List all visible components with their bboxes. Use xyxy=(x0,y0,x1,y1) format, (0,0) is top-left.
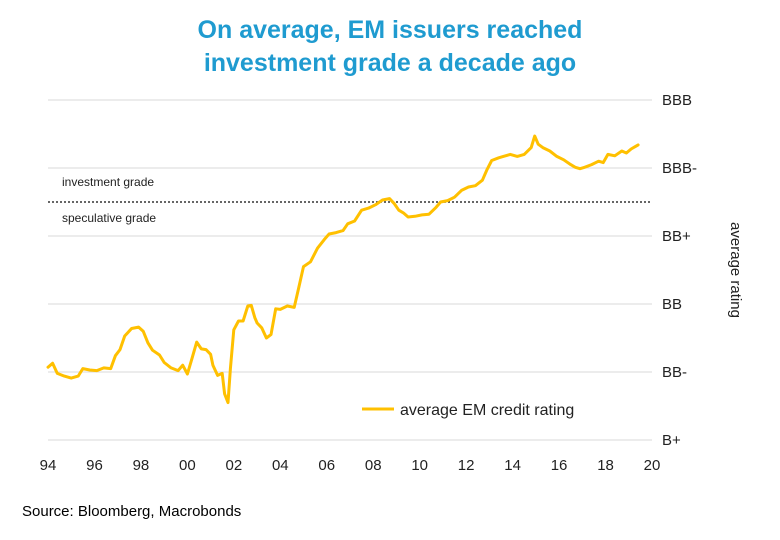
x-tick-label: 00 xyxy=(179,457,196,474)
source-note: Source: Bloomberg, Macrobonds xyxy=(22,503,242,520)
legend: average EM credit rating xyxy=(362,402,574,419)
investment-grade-label: investment grade xyxy=(62,175,154,189)
x-tick-label: 02 xyxy=(226,457,243,474)
x-tick-label: 18 xyxy=(597,457,614,474)
gridlines xyxy=(48,99,652,441)
x-tick-label: 10 xyxy=(411,457,428,474)
y-tick-label: BB xyxy=(662,296,682,313)
y-tick-label: BB+ xyxy=(662,228,691,245)
x-tick-label: 14 xyxy=(504,457,521,474)
x-tick-label: 04 xyxy=(272,457,289,474)
x-tick-label: 06 xyxy=(318,457,335,474)
y-tick-label: BBB- xyxy=(662,160,697,177)
x-tick-label: 96 xyxy=(86,457,103,474)
x-axis-ticks: 94 96 98 00 02 04 06 08 10 12 14 16 18 20 xyxy=(40,457,661,474)
legend-label: average EM credit rating xyxy=(400,402,574,419)
y-tick-label: B+ xyxy=(662,432,681,449)
series-line-average-em-credit-rating xyxy=(46,134,640,405)
y-tick-label: BBB xyxy=(662,92,692,109)
y-axis-ticks: B+ BB- BB BB+ BBB- BBB xyxy=(662,92,697,449)
x-tick-label: 98 xyxy=(133,457,150,474)
y-axis-label: average rating xyxy=(727,222,744,318)
chart-title-line-1: On average, EM issuers reached xyxy=(197,16,583,44)
x-tick-label: 20 xyxy=(644,457,661,474)
chart-title: On average, EM issuers reached investmen… xyxy=(0,14,780,80)
chart-title-line-2: investment grade a decade ago xyxy=(203,49,577,77)
x-tick-label: 08 xyxy=(365,457,382,474)
x-tick-label: 12 xyxy=(458,457,475,474)
y-tick-label: BB- xyxy=(662,364,687,381)
x-tick-label: 94 xyxy=(40,457,57,474)
speculative-grade-label: speculative grade xyxy=(62,211,156,225)
x-tick-label: 16 xyxy=(551,457,568,474)
